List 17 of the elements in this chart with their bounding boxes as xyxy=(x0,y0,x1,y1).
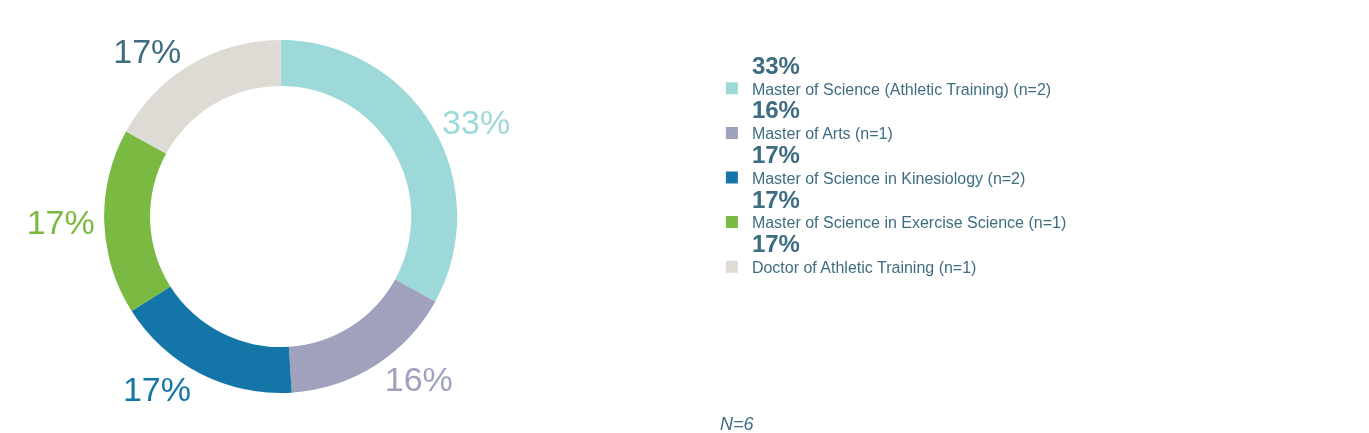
legend-label: Master of Arts (n=1) xyxy=(751,125,893,143)
text: 17% xyxy=(751,140,800,168)
text: 17% xyxy=(751,185,800,213)
legend-label: Master of Science in Exercise Science (n=1) xyxy=(751,214,1067,232)
data-label: 17% xyxy=(26,203,95,242)
text: 16% xyxy=(751,96,800,124)
donut-slice xyxy=(104,131,171,312)
data-label: 33% xyxy=(442,102,511,141)
legend-label: Master of Science in Kinesiology (n=2) xyxy=(751,169,1026,187)
text: 33% xyxy=(751,51,800,79)
data-label: 17% xyxy=(122,369,192,408)
data-label: 17% xyxy=(113,31,182,70)
text: 17% xyxy=(751,230,800,258)
text: N=6 xyxy=(720,414,754,433)
legend-label: Doctor of Athletic Training (n=1) xyxy=(751,258,977,276)
data-label: 16% xyxy=(384,360,453,399)
legend-label: Master of Science (Athletic Training) (n=2) xyxy=(751,80,1052,98)
